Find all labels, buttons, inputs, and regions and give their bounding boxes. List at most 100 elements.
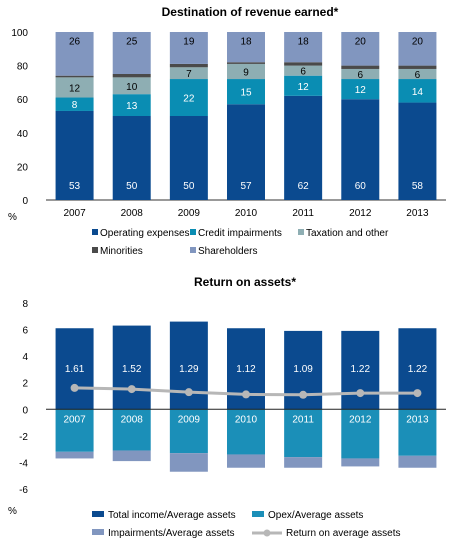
chart2-data-label: 1.52: [122, 364, 142, 375]
chart1-bar-segment: [284, 95, 323, 200]
chart1-data-label: 12: [355, 85, 367, 96]
chart1-y-tick-label: 20: [17, 162, 29, 173]
chart1-bar-segment: [227, 104, 265, 200]
chart1-bar-segment: [55, 97, 94, 111]
chart1-legend: Operating expenses Credit impairments Taxa…: [92, 228, 389, 257]
chart2-x-tick-label: 2008: [121, 415, 144, 426]
chart2-opex-bar: [55, 409, 94, 452]
chart2-opex-bar: [398, 409, 437, 456]
chart2-opex-bar: [169, 409, 208, 454]
chart1-bar-segment: [112, 116, 151, 200]
chart1-y-tick-label: 60: [17, 95, 29, 106]
chart1-data-label: 15: [240, 88, 252, 99]
chart2-opex-bar: [227, 409, 265, 455]
chart2-legend-label: Return on average assets: [286, 528, 401, 539]
chart2-legend: Total income/Average assets Opex/Average …: [92, 510, 401, 539]
chart2-impairments-bar: [284, 457, 323, 468]
chart1-bar-segment: [398, 79, 437, 103]
chart1-bar-segment: [112, 94, 151, 116]
chart2-opex-bar: [112, 409, 151, 451]
chart2-impairments-bar: [112, 450, 151, 462]
chart1-data-label: 20: [355, 36, 367, 47]
chart1-legend-label: Taxation and other: [306, 228, 389, 239]
chart1-data-label: 8: [72, 100, 78, 111]
chart2-opex-bar: [284, 409, 323, 458]
chart1-legend-label: Minorities: [100, 246, 143, 257]
chart1-bar-segment: [341, 65, 380, 69]
chart1-data-label: 19: [183, 36, 195, 47]
chart1-x-tick-label: 2013: [406, 208, 429, 219]
chart2-income-bar: [55, 328, 94, 410]
chart1-x-tick-label: 2012: [349, 208, 372, 219]
chart1-bar-segment: [169, 63, 208, 68]
chart1-data-label: 50: [183, 181, 195, 192]
chart2-impairments-bar: [169, 453, 208, 472]
chart1-bar-segment: [341, 32, 380, 66]
chart2-plot: -6 -4 -2 0 2 4 6 8 2007 1.61 2008 1.52 2009 1.29 2010 1…: [19, 299, 446, 496]
chart1-data-label: 13: [126, 101, 138, 112]
chart2-data-label: 1.22: [351, 364, 371, 375]
chart1-legend-swatch: [190, 247, 196, 253]
chart1-bar-segment: [227, 32, 265, 63]
chart2-roa-point: [356, 389, 365, 398]
chart1-bar-segment: [55, 75, 94, 78]
chart1-x-tick-label: 2009: [178, 208, 201, 219]
chart2-y-tick-label: -2: [19, 432, 28, 443]
chart1-bar-segment: [398, 65, 437, 69]
chart1-bar-segment: [227, 62, 265, 64]
chart1-bar-segment: [112, 74, 151, 78]
chart2-x-tick-label: 2009: [178, 415, 201, 426]
chart1-data-label: 6: [300, 67, 306, 78]
chart2-legend-swatch: [252, 511, 264, 517]
chart1-data-label: 58: [412, 181, 424, 192]
chart1-bar-segment: [398, 68, 437, 80]
chart1-data-label: 7: [186, 69, 192, 80]
chart1-y-unit: %: [8, 212, 17, 223]
chart2-x-tick-label: 2013: [406, 415, 429, 426]
chart1-bar-segment: [284, 32, 323, 63]
chart1-legend-label: Shareholders: [198, 246, 257, 257]
chart1-data-label: 57: [240, 181, 252, 192]
chart1-bar-segment: [341, 99, 380, 200]
chart1-data-label: 20: [412, 36, 424, 47]
chart2-data-label: 1.09: [293, 364, 313, 375]
chart2-data-label: 1.22: [408, 364, 428, 375]
chart1-y-tick-label: 100: [11, 28, 28, 39]
chart2-legend-swatch: [92, 511, 104, 517]
chart1-bar-segment: [55, 110, 94, 200]
chart1-bar-segment: [398, 32, 437, 66]
chart1-bar-segment: [55, 32, 94, 76]
chart1-data-label: 10: [126, 82, 138, 93]
chart1-bar-segment: [227, 63, 265, 80]
chart1-bar-segment: [227, 79, 265, 105]
chart2-data-label: 1.12: [236, 364, 256, 375]
chart2-roa-point: [184, 388, 193, 397]
chart1-bar-segment: [169, 67, 208, 80]
chart2-x-tick-label: 2010: [235, 415, 258, 426]
chart2-legend-swatch: [92, 529, 104, 535]
chart2-roa-point: [70, 383, 79, 392]
chart2-y-tick-label: 2: [22, 379, 28, 390]
chart2-opex-bar: [341, 409, 380, 459]
chart1-data-label: 53: [69, 181, 81, 192]
chart2-legend-line-marker: [263, 529, 271, 537]
chart1-title: Destination of revenue earned*: [162, 5, 339, 19]
chart1-bar-segment: [341, 68, 380, 80]
chart2-y-tick-label: -6: [19, 485, 28, 496]
chart1-bar-segment: [341, 79, 380, 100]
chart1-y-tick-label: 80: [17, 62, 29, 73]
chart1-data-label: 62: [298, 181, 310, 192]
chart2-x-tick-label: 2011: [292, 415, 314, 426]
chart1-bar-segment: [55, 77, 94, 98]
chart1-bar-segment: [169, 116, 208, 200]
chart2-y-tick-label: 0: [22, 405, 28, 416]
chart1-data-label: 50: [126, 181, 138, 192]
chart2-impairments-bar: [55, 451, 94, 459]
chart1-bar-segment: [284, 65, 323, 76]
chart1-legend-swatch: [92, 229, 98, 235]
chart1-bar-segment: [284, 75, 323, 96]
chart1-bar-segment: [284, 62, 323, 66]
chart1-bar-segment: [112, 77, 151, 95]
chart1-data-label: 18: [298, 36, 310, 47]
